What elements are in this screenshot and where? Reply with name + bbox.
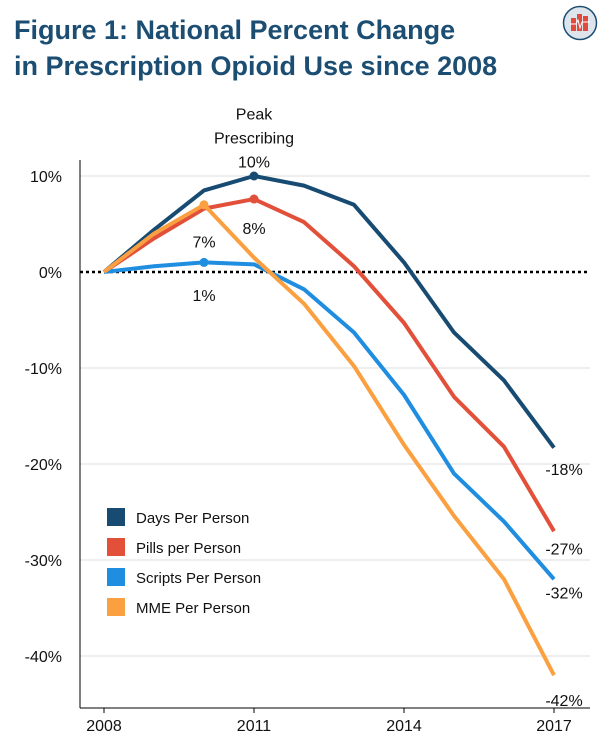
data-label: -32%: [545, 586, 582, 603]
y-tick-label: -20%: [25, 457, 62, 474]
series-line-1: [102, 197, 556, 533]
x-tick-label: 2017: [536, 718, 572, 735]
series-line-2: [103, 260, 556, 581]
x-tick-label: 2014: [386, 718, 422, 735]
series-line-0: [102, 174, 556, 449]
data-label: -27%: [545, 541, 582, 558]
y-tick-label: 0%: [39, 265, 62, 282]
series-line-3: [102, 202, 556, 677]
legend-label: Scripts Per Person: [136, 570, 261, 587]
data-label: 10%: [238, 155, 270, 172]
legend-swatch: [107, 538, 125, 556]
y-tick-label: -30%: [25, 553, 62, 570]
y-tick-label: -40%: [25, 649, 62, 666]
legend-swatch: [107, 508, 125, 526]
peak-marker: [199, 200, 209, 210]
y-tick-label: 10%: [30, 169, 62, 186]
data-label: 7%: [192, 234, 215, 251]
y-tick-label: -10%: [25, 361, 62, 378]
legend-swatch: [107, 568, 125, 586]
data-label: Peak: [236, 107, 273, 124]
peak-marker: [249, 194, 259, 204]
title-line-2: in Prescription Opioid Use since 2008: [14, 51, 498, 81]
x-tick-label: 2008: [86, 718, 122, 735]
x-tick-label: 2011: [237, 718, 272, 735]
peak-marker: [249, 171, 259, 181]
peak-marker: [199, 257, 209, 267]
data-label: 1%: [192, 288, 215, 305]
data-label: Prescribing: [214, 131, 294, 148]
legend-label: MME Per Person: [136, 600, 250, 617]
legend-swatch: [107, 598, 125, 616]
data-label: -18%: [545, 462, 582, 479]
logo-icon: [562, 5, 598, 41]
data-label: -42%: [545, 693, 582, 710]
legend-label: Days Per Person: [136, 510, 249, 527]
title-line-1: Figure 1: National Percent Change: [14, 15, 456, 45]
chart-title: Figure 1: National Percent Change in Pre…: [14, 12, 534, 84]
legend-label: Pills per Person: [136, 540, 241, 557]
data-label: 8%: [242, 221, 265, 238]
